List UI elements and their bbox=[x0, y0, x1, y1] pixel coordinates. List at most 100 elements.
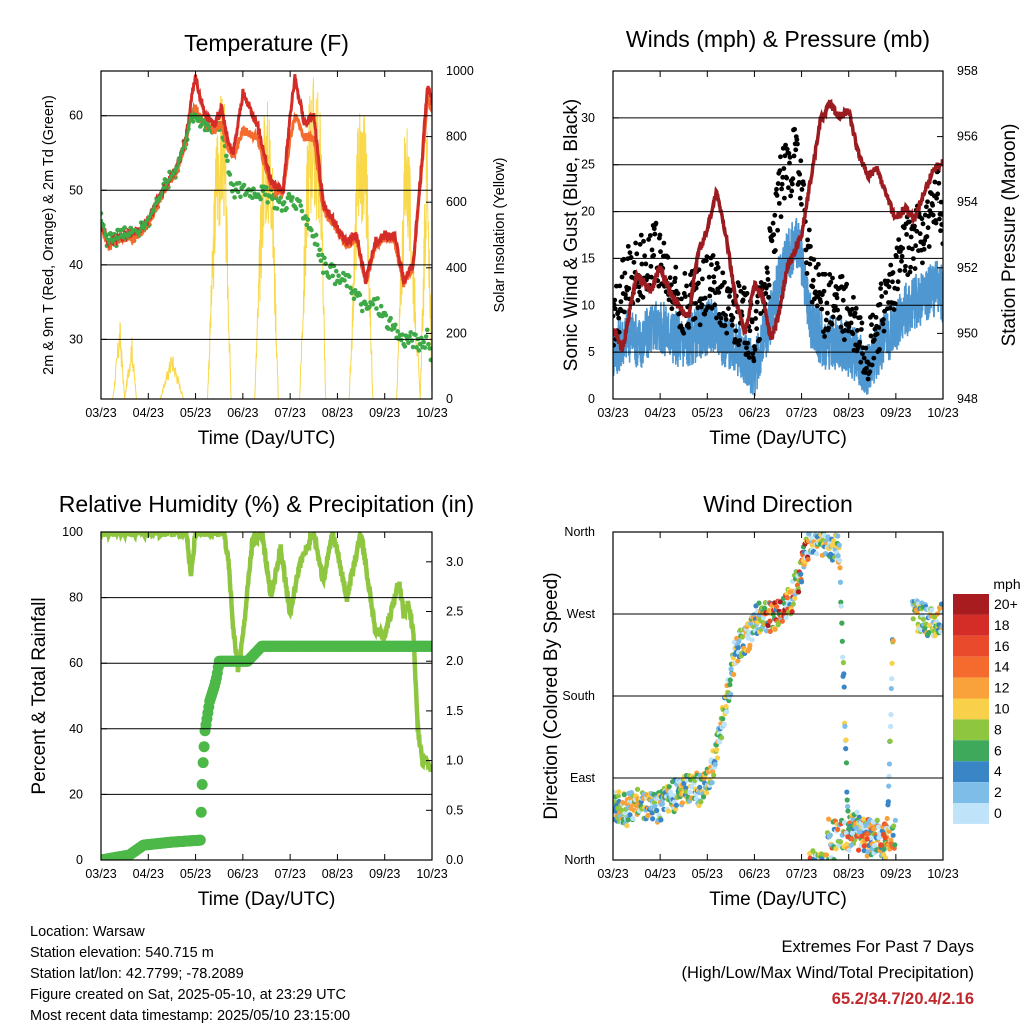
gust-point bbox=[794, 137, 800, 143]
x-tick-label: 03/23 bbox=[85, 406, 116, 420]
gust-point bbox=[935, 191, 941, 197]
direction-point bbox=[767, 628, 773, 635]
legend-label: 20+ bbox=[994, 596, 1018, 612]
direction-point bbox=[714, 755, 721, 761]
x-tick-label: 03/23 bbox=[597, 867, 628, 881]
direction-point bbox=[859, 833, 865, 839]
dewpoint-point bbox=[241, 182, 247, 188]
gust-point bbox=[745, 350, 751, 356]
direction-point bbox=[842, 723, 848, 729]
gust-point bbox=[692, 315, 698, 321]
gust-point bbox=[891, 307, 897, 312]
gust-point bbox=[706, 274, 712, 280]
gust-point bbox=[613, 302, 617, 308]
gust-point bbox=[857, 315, 863, 320]
direction-point bbox=[784, 595, 790, 601]
direction-point bbox=[843, 737, 849, 743]
gust-point bbox=[789, 181, 795, 187]
gust-point bbox=[858, 359, 864, 365]
dewpoint-point bbox=[322, 255, 327, 261]
gust-point bbox=[937, 216, 942, 222]
direction-point bbox=[835, 533, 841, 539]
gust-point bbox=[830, 275, 835, 281]
direction-point bbox=[844, 803, 851, 810]
dewpoint-point bbox=[309, 227, 314, 233]
gust-point bbox=[908, 234, 914, 240]
gust-point bbox=[774, 193, 780, 198]
direction-point bbox=[892, 817, 898, 823]
gust-point bbox=[854, 328, 860, 333]
direction-point bbox=[856, 847, 862, 853]
x-tick-label: 08/23 bbox=[322, 406, 353, 420]
direction-point bbox=[652, 803, 658, 809]
gust-point bbox=[753, 308, 759, 314]
gust-point bbox=[658, 249, 663, 255]
gust-point bbox=[795, 141, 800, 147]
dewpoint-point bbox=[317, 247, 322, 253]
gust-point bbox=[934, 195, 939, 201]
gust-point bbox=[622, 270, 628, 276]
rainfall-point bbox=[426, 640, 432, 652]
gust-point bbox=[718, 315, 724, 321]
dewpoint-point bbox=[263, 192, 268, 198]
gust-point bbox=[899, 253, 905, 259]
rainfall-point bbox=[197, 757, 209, 769]
direction-point bbox=[886, 783, 892, 789]
gust-point bbox=[877, 347, 882, 352]
gust-point bbox=[730, 315, 736, 321]
legend-swatch bbox=[953, 719, 989, 741]
direction-point bbox=[840, 654, 846, 660]
dewpoint-point bbox=[383, 312, 389, 318]
gust-point bbox=[613, 297, 618, 303]
panel-title: Winds (mph) & Pressure (mb) bbox=[626, 26, 930, 52]
gust-point bbox=[619, 274, 625, 280]
dewpoint-point bbox=[378, 303, 384, 309]
gust-point bbox=[764, 265, 770, 271]
direction-point bbox=[864, 836, 870, 842]
direction-point bbox=[926, 629, 932, 636]
gust-point bbox=[627, 250, 633, 256]
gust-point bbox=[726, 306, 731, 311]
gust-point bbox=[642, 253, 648, 259]
gust-point bbox=[733, 328, 739, 334]
direction-point bbox=[668, 792, 674, 798]
gust-point bbox=[753, 316, 758, 321]
direction-point bbox=[835, 826, 841, 833]
gust-point bbox=[728, 287, 734, 293]
y2-tick-label: 948 bbox=[957, 392, 978, 406]
gust-point bbox=[907, 269, 913, 275]
gust-point bbox=[814, 303, 820, 309]
legend-label: 12 bbox=[994, 680, 1010, 696]
direction-point bbox=[826, 816, 832, 822]
gust-point bbox=[652, 231, 658, 237]
direction-point bbox=[703, 790, 710, 796]
direction-point bbox=[938, 601, 943, 607]
legend-label: 4 bbox=[994, 763, 1002, 779]
gust-point bbox=[637, 241, 643, 247]
gust-point bbox=[921, 246, 927, 252]
direction-point bbox=[886, 761, 893, 767]
dewpoint-point bbox=[406, 340, 411, 346]
direction-point bbox=[698, 799, 704, 805]
direction-point bbox=[618, 807, 624, 813]
gust-point bbox=[613, 342, 616, 348]
y-tick-label: West bbox=[567, 607, 596, 621]
direction-point bbox=[841, 671, 847, 677]
direction-point bbox=[723, 703, 729, 710]
rainfall-point bbox=[195, 806, 207, 818]
direction-point bbox=[683, 789, 689, 795]
gust-point bbox=[746, 355, 752, 360]
direction-point bbox=[837, 579, 844, 585]
gust-point bbox=[635, 297, 641, 303]
dewpoint-point bbox=[344, 283, 350, 289]
gust-point bbox=[880, 321, 886, 327]
gust-point bbox=[770, 220, 776, 226]
gust-point bbox=[881, 328, 887, 334]
direction-point bbox=[723, 709, 730, 715]
y2-tick-label: 954 bbox=[957, 195, 978, 209]
gust-point bbox=[636, 284, 642, 290]
gust-point bbox=[850, 331, 856, 337]
gust-point bbox=[895, 286, 900, 292]
direction-point bbox=[885, 799, 891, 805]
created-text: Figure created on Sat, 2025-05-10, at 23… bbox=[30, 987, 346, 1003]
